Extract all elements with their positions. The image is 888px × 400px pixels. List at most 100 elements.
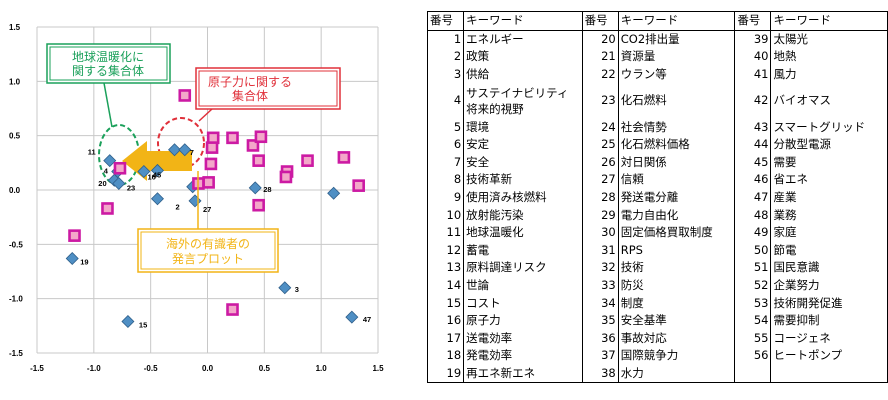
keyword-number: 15 (426, 294, 464, 312)
table-row: 6 安定 25 化石燃料価格 44 分散型電源 (426, 135, 888, 154)
table-row: 15 コスト 34 制度 53 技術開発促進 (426, 294, 888, 312)
keyword-number: 52 (734, 276, 771, 295)
keyword-cell: 政策 (463, 48, 583, 66)
keyword-number (734, 364, 771, 384)
keyword-cell: 信頼 (617, 171, 735, 189)
keyword-cell: 需要抑制 (770, 311, 888, 330)
keyword-cell: 環境 (463, 118, 583, 136)
keyword-cell: ヒートポンプ (770, 347, 888, 365)
keyword-cell: 使用済み核燃料 (463, 188, 583, 207)
keyword-cell: 放射能汚染 (463, 206, 583, 224)
table-row: 3 供給 22 ウラン等 41 風力 (426, 65, 888, 84)
y-tick-label: 0.0 (9, 186, 21, 195)
table-header-cell: 番号 (734, 11, 771, 31)
square-marker (352, 179, 365, 192)
diamond-marker (345, 310, 359, 324)
keyword-cell: 業務 (770, 206, 888, 224)
keyword-cell: 原子力 (463, 311, 583, 330)
point-label: 19 (80, 257, 88, 266)
square-marker (246, 139, 260, 152)
y-tick-label: -1.5 (9, 349, 23, 358)
warming-callout-box (46, 43, 171, 84)
table-header-row: 番号 キーワード 番号 キーワード 番号 キーワード (426, 11, 888, 31)
point-label: 16 (147, 172, 155, 181)
table-header-cell: キーワード (770, 11, 888, 31)
axis-tick-labels: -1.5 -1.0 -0.5 0.0 0.5 1.0 1.5 1.5 1.0 0.5 0.0 -0.5… (9, 23, 384, 373)
keyword-cell: 対日関係 (617, 153, 735, 172)
keyword-cell: 化石燃料価格 (617, 135, 735, 154)
square-marker (254, 130, 268, 144)
keyword-cell: 技術革新 (463, 171, 583, 189)
keyword-number: 12 (426, 241, 464, 260)
x-tick-label: 1.0 (316, 364, 328, 373)
point-label: 7 (190, 148, 194, 157)
point-label: 20 (98, 179, 106, 188)
keyword-cell: サステイナビリティ 将来的視野 (463, 83, 583, 119)
keyword-number: 42 (734, 83, 771, 119)
keyword-cell: 送電効率 (463, 329, 583, 348)
table-row: 8 技術革新 27 信頼 46 省エネ (426, 171, 888, 189)
y-tick-label: -0.5 (9, 240, 23, 249)
keyword-cell: 節電 (770, 241, 888, 260)
keyword-number: 20 (581, 30, 619, 49)
keyword-cell: コージェネ (770, 329, 888, 348)
table-row: 1 エネルギー 20 CO2排出量 39 太陽光 (426, 30, 888, 49)
table-row: 18 発電効率 37 国際競争力 56 ヒートポンプ (426, 347, 888, 365)
diamond-marker (278, 281, 292, 295)
warming-callout-line-2: 関する集合体 (72, 63, 144, 78)
keyword-number: 39 (734, 30, 771, 49)
keyword-number: 35 (581, 311, 619, 330)
table-row: 7 安全 26 対日関係 45 需要 (426, 153, 888, 172)
diamond-marker (121, 314, 135, 328)
keyword-number: 41 (734, 65, 771, 84)
experts-callout-inner (140, 231, 276, 270)
scatter-plot: -1.5 -1.0 -0.5 0.0 0.5 1.0 1.5 1.5 1.0 0.5 0.0 -0.5… (9, 23, 384, 373)
keyword-cell: 国際競争力 (617, 347, 735, 365)
keyword-cell: 需要 (770, 153, 888, 172)
keyword-number: 31 (581, 241, 619, 260)
keyword-number: 21 (581, 48, 619, 66)
keyword-cell: 産業 (770, 188, 888, 207)
keyword-number: 6 (426, 135, 464, 154)
warming-callout-line (103, 82, 113, 128)
diamond-marker (150, 192, 164, 206)
nuclear-callout-box (195, 67, 341, 110)
nuclear-callout-line (198, 108, 213, 122)
square-marker (204, 157, 218, 171)
table-row: 13 原料調達リスク 32 技術 51 国民意識 (426, 259, 888, 277)
diamond-marker (65, 251, 79, 265)
keyword-number: 19 (426, 364, 464, 384)
keyword-number: 37 (581, 347, 619, 365)
square-marker (226, 303, 239, 316)
keyword-number: 46 (734, 171, 771, 189)
keyword-number: 40 (734, 48, 771, 66)
keyword-cell: 安定 (463, 135, 583, 154)
nuclear-callout-line-1: 原子力に関する (208, 75, 292, 89)
keyword-number: 49 (734, 223, 771, 242)
keyword-cell: 安全 (463, 153, 583, 172)
keyword-number: 23 (581, 83, 619, 119)
point-label: 15 (139, 320, 147, 329)
keyword-number: 4 (426, 83, 464, 119)
point-label: 3 (295, 285, 299, 294)
keyword-cell: 化石燃料 (617, 83, 735, 119)
keyword-cell: コスト (463, 294, 583, 312)
table-header-cell: キーワード (617, 11, 735, 31)
y-tick-label: 1.0 (9, 77, 21, 86)
keyword-cell: ウラン等 (617, 65, 735, 84)
keyword-table: 番号 キーワード 番号 キーワード 番号 キーワード 1 エネルギー 20 CO2排出量 39 太陽光… (426, 11, 888, 384)
keyword-cell: 安全基準 (617, 311, 735, 330)
keyword-number: 51 (734, 259, 771, 277)
keyword-cell: 社会情勢 (617, 118, 735, 136)
keyword-line: 将来的視野 (466, 101, 524, 116)
plot-markers (65, 89, 365, 328)
keyword-number: 34 (581, 294, 619, 312)
diamond-marker (150, 163, 164, 177)
x-tick-label: 0.5 (259, 364, 271, 373)
keyword-number: 28 (581, 188, 619, 207)
keyword-cell: CO2排出量 (617, 30, 735, 49)
keyword-number: 27 (581, 171, 619, 189)
keyword-cell: 資源量 (617, 48, 735, 66)
keyword-number: 9 (426, 188, 464, 207)
x-tick-label: -1.5 (30, 364, 44, 373)
